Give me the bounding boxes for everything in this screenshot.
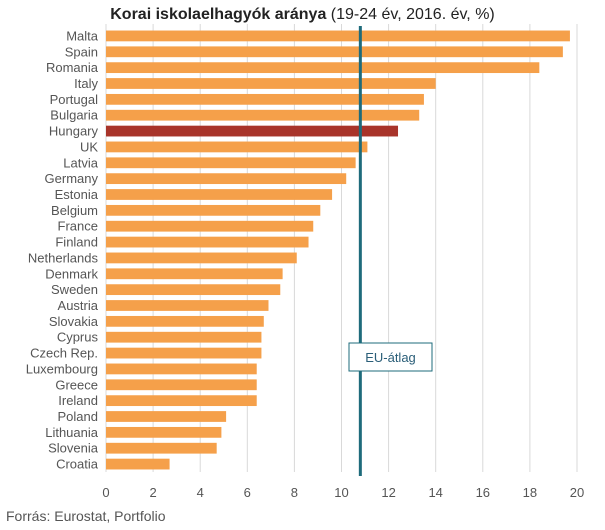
eu-average-label: EU-átlag [365,350,416,365]
bar-estonia [106,189,333,200]
category-label: Croatia [56,457,99,472]
chart-title-main: Korai iskolaelhagyók aránya [110,6,327,23]
chart-title: Korai iskolaelhagyók aránya (19-24 év, 2… [0,6,605,24]
x-tick-label: 16 [476,485,490,500]
x-tick-label: 10 [334,485,348,500]
bar-austria [106,300,269,311]
bar-italy [106,78,436,89]
category-label: Sweden [51,282,98,297]
category-label: Estonia [55,187,99,202]
x-tick-label: 8 [291,485,298,500]
eu-average-label-box [348,342,433,372]
source-note: Forrás: Eurostat, Portfolio [6,508,166,524]
bars [106,30,570,470]
bar-latvia [106,157,356,169]
category-label: Austria [58,298,99,313]
bar-lithuania [106,426,222,438]
category-label: Finland [55,235,98,250]
bar-cyprus [106,331,262,343]
bar-ireland [106,395,257,407]
bar-france [106,220,314,232]
category-label: Denmark [45,266,98,281]
bar-bulgaria [106,109,420,121]
category-label: Bulgaria [50,108,98,123]
category-label: Latvia [63,155,98,170]
x-tick-label: 2 [149,485,156,500]
x-tick-label: 4 [197,485,204,500]
category-label: Czech Rep. [30,346,98,361]
reference-line-group: EU-átlag [348,26,433,476]
x-tick-label: 14 [428,485,442,500]
bar-slovenia [106,442,217,454]
category-label: Germany [45,171,99,186]
x-tick-label: 20 [570,485,584,500]
bar-portugal [106,93,424,105]
bar-romania [106,62,540,74]
bar-luxembourg [106,363,257,375]
bar-germany [106,173,347,185]
bar-croatia [106,458,170,470]
bar-finland [106,236,309,248]
category-label: Hungary [49,124,99,139]
category-label: Romania [46,60,99,75]
bar-spain [106,46,563,58]
bar-denmark [106,268,283,280]
x-tick-label: 18 [523,485,537,500]
category-labels: MaltaSpainRomaniaItalyPortugalBulgariaHu… [26,28,99,471]
category-label: UK [80,139,98,154]
category-label: Luxembourg [26,361,98,376]
x-tick-label: 6 [244,485,251,500]
bar-greece [106,379,257,391]
chart-title-subtitle: (19-24 év, 2016. év, %) [326,6,495,23]
bar-slovakia [106,315,264,327]
category-label: Portugal [50,92,99,107]
bar-hungary [106,125,399,137]
category-label: Slovakia [49,314,99,329]
x-tick-label: 12 [381,485,395,500]
category-label: Spain [65,44,98,59]
bar-netherlands [106,252,297,264]
bar-belgium [106,204,321,216]
bar-sweden [106,284,281,296]
category-label: Netherlands [28,250,99,265]
category-label: Lithuania [45,425,99,440]
category-label: Poland [58,409,98,424]
category-label: Slovenia [48,441,99,456]
category-label: Belgium [51,203,98,218]
bar-czech-rep [106,347,262,359]
bar-malta [106,30,570,42]
x-axis-ticks: 0 2 4 6 8 10 12 14 16 18 20 [102,485,584,500]
bar-uk [106,141,368,153]
category-label: Malta [66,28,99,43]
category-label: Italy [74,76,98,91]
category-label: France [58,219,98,234]
category-label: Cyprus [57,330,99,345]
category-label: Ireland [58,393,98,408]
bar-poland [106,411,227,422]
category-label: Greece [55,377,98,392]
x-tick-label: 0 [102,485,109,500]
